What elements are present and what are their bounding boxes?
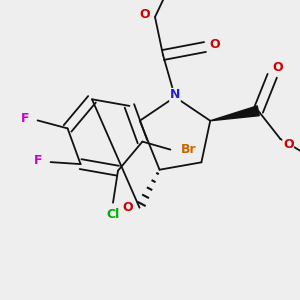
Text: O: O <box>122 201 133 214</box>
Text: F: F <box>21 112 30 125</box>
Text: O: O <box>140 8 150 22</box>
Text: O: O <box>283 138 293 151</box>
Text: Br: Br <box>181 143 196 156</box>
Text: O: O <box>210 38 220 52</box>
Polygon shape <box>210 106 259 121</box>
Text: F: F <box>34 154 43 166</box>
Text: Cl: Cl <box>106 208 120 221</box>
Text: N: N <box>170 88 180 101</box>
Text: O: O <box>272 61 283 74</box>
